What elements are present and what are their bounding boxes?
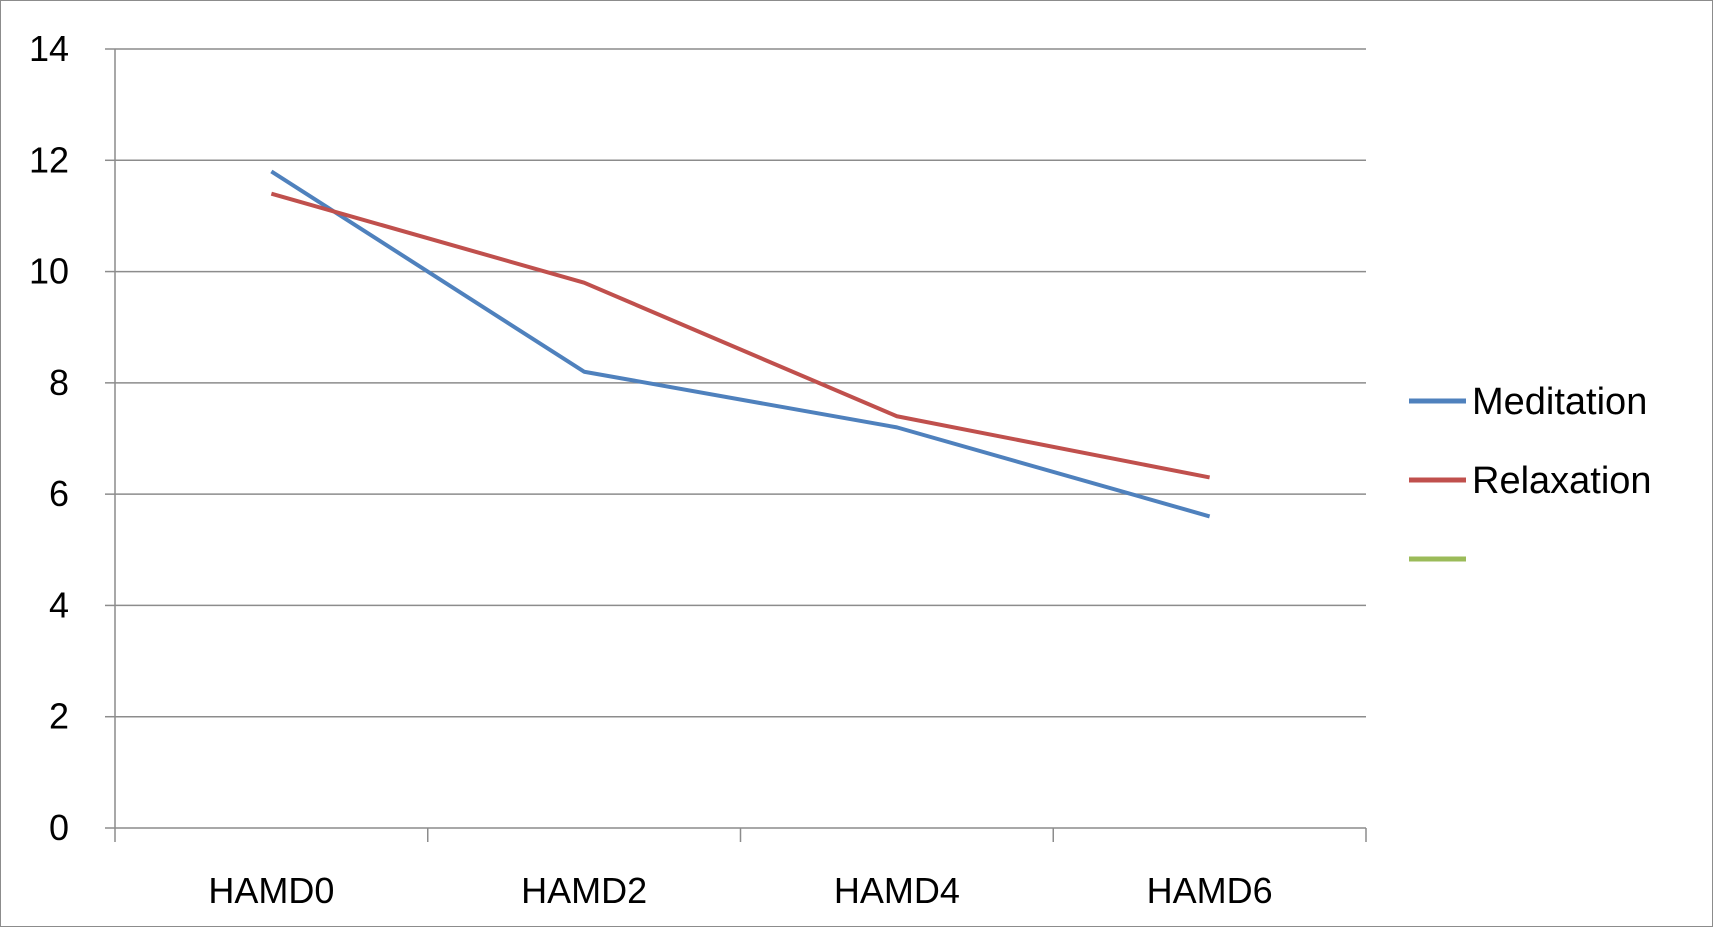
y-tick-label: 14 xyxy=(29,28,69,69)
axes xyxy=(105,48,1367,842)
y-tick-label: 4 xyxy=(49,584,69,625)
y-tick-label: 10 xyxy=(29,251,69,292)
y-tick-label: 0 xyxy=(49,807,69,848)
series-line-meditation xyxy=(270,169,1211,519)
x-tick-label: HAMD6 xyxy=(1147,870,1273,911)
x-tick-label: HAMD0 xyxy=(208,870,334,911)
y-tick-label: 12 xyxy=(29,139,69,180)
x-tick-label: HAMD2 xyxy=(521,870,647,911)
x-tick-label: HAMD4 xyxy=(834,870,960,911)
x-tick-labels: HAMD0 HAMD2 HAMD4 HAMD6 xyxy=(208,870,1272,911)
y-tick-label: 8 xyxy=(49,362,69,403)
legend: Meditation Relaxation xyxy=(1409,381,1652,562)
legend-label: Relaxation xyxy=(1472,460,1652,502)
y-tick-labels: 0 2 4 6 8 10 12 14 xyxy=(29,28,69,848)
series-line-relaxation xyxy=(270,191,1211,480)
series-lines xyxy=(270,169,1211,519)
legend-label: Meditation xyxy=(1472,381,1647,423)
y-tick-label: 2 xyxy=(49,696,69,737)
y-tick-label: 6 xyxy=(49,473,69,514)
gridlines xyxy=(115,48,1366,718)
